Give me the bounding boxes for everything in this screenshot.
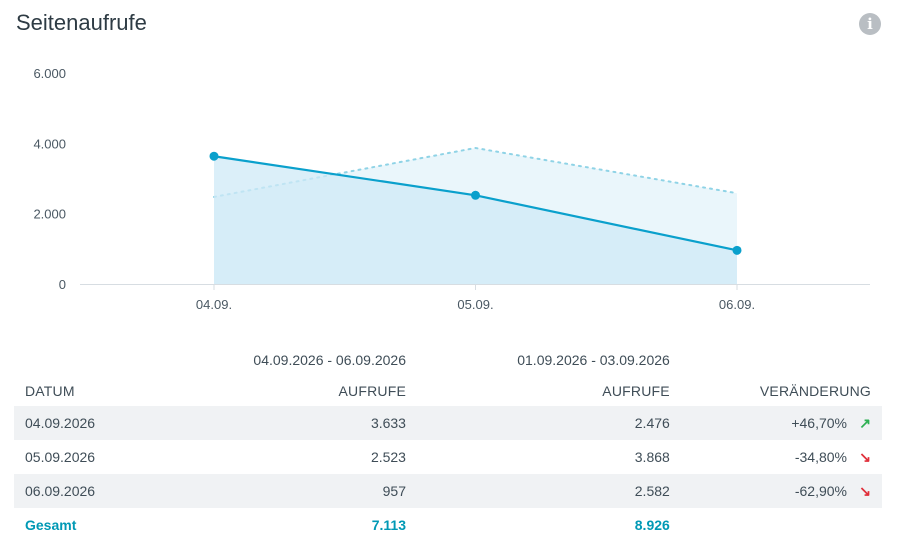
previous-period-line [213,146,738,198]
y-tick-label: 0 [59,277,66,292]
table-row: 04.09.2026 3.633 2.476 +46,70% ↗ [14,406,882,440]
row-change: -62,90% ↘ [680,474,882,508]
row-previous-views: 2.582 [416,474,681,508]
x-tick-label: 05.09. [457,297,493,312]
column-header-previous-views: AUFRUFE [602,383,670,399]
range-previous: 01.09.2026 - 03.09.2026 [517,352,670,368]
current-period-area [214,156,737,284]
table-total-row: Gesamt 7.113 8.926 [14,508,882,542]
y-tick-label: 6.000 [33,66,66,81]
total-previous-views: 8.926 [634,517,670,533]
total-current-views: 7.113 [371,517,406,533]
change-value: -62,90% [794,482,847,499]
table-range-header: 04.09.2026 - 06.09.2026 01.09.2026 - 03.… [14,344,882,376]
change-value: -34,80% [794,448,847,465]
widget-title: Seitenaufrufe [16,10,147,35]
table-row: 05.09.2026 2.523 3.868 -34,80% ↘ [14,440,882,474]
pageviews-table: 04.09.2026 - 06.09.2026 01.09.2026 - 03.… [14,344,882,542]
y-tick-label: 4.000 [33,136,66,151]
trend-up-icon: ↗ [859,414,871,431]
current-period-point [209,151,219,161]
table-row: 06.09.2026 957 2.582 -62,90% ↘ [14,474,882,508]
row-current-views: 957 [153,474,417,508]
column-header-date: DATUM [25,383,75,399]
range-current: 04.09.2026 - 06.09.2026 [253,352,406,368]
row-previous-views: 3.868 [634,449,670,465]
trend-down-icon: ↘ [859,448,871,465]
current-period-point [471,190,480,200]
y-tick-label: 2.000 [33,207,66,222]
row-date: 05.09.2026 [25,449,96,465]
total-label: Gesamt [25,517,77,533]
info-icon[interactable]: i [859,13,881,35]
x-tick-label: 04.09. [196,297,232,312]
column-header-current-views: AUFRUFE [338,383,406,399]
pageviews-line-chart: 6.000 4.000 2.000 0 04.09. 05.09. 06.09. [33,66,870,312]
trend-down-icon: ↘ [859,482,871,499]
row-change: +46,70% ↗ [680,406,882,440]
x-tick-label: 06.09. [719,297,755,312]
row-date: 06.09.2026 [14,474,154,508]
row-current-views: 3.633 [153,406,417,440]
table-column-header: DATUM AUFRUFE AUFRUFE VERÄNDERUNG [14,376,882,406]
column-header-change: VERÄNDERUNG [759,383,871,399]
change-value: +46,70% [791,414,847,431]
row-current-views: 2.523 [370,449,406,465]
row-previous-views: 2.476 [416,406,681,440]
row-change: -34,80% ↘ [681,440,882,474]
row-date: 04.09.2026 [14,406,154,440]
current-period-point [732,245,742,255]
